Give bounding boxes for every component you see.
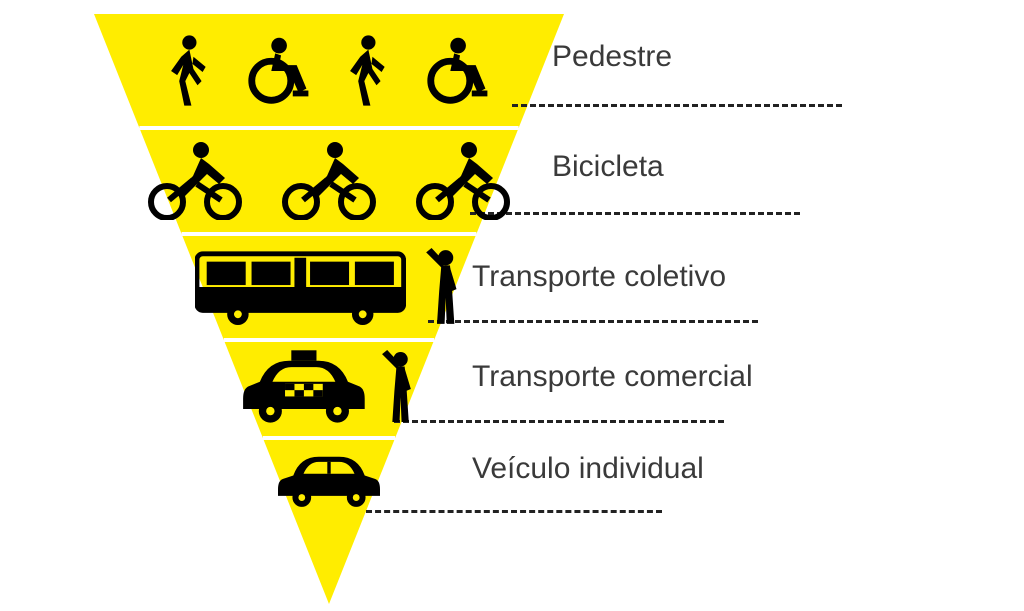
level-dash bbox=[428, 320, 758, 323]
level-dash bbox=[394, 420, 724, 423]
level-icons bbox=[200, 248, 458, 326]
level-dash bbox=[512, 104, 842, 107]
level-icons bbox=[280, 448, 378, 508]
walker-icon bbox=[167, 34, 208, 108]
wheelchair-icon bbox=[421, 34, 491, 108]
level-label: Transporte coletivo bbox=[472, 260, 726, 294]
cyclist-icon bbox=[279, 140, 379, 220]
level-icons bbox=[176, 140, 482, 220]
cyclist-icon bbox=[413, 140, 513, 220]
hailer-icon bbox=[424, 248, 463, 326]
level-dash bbox=[366, 510, 662, 513]
level-label: Pedestre bbox=[552, 40, 672, 74]
cyclist-icon bbox=[145, 140, 245, 220]
hailer-icon bbox=[380, 350, 417, 424]
level-dash bbox=[470, 212, 800, 215]
level-label: Bicicleta bbox=[552, 150, 664, 184]
level-label: Veículo individual bbox=[472, 452, 704, 486]
mobility-pyramid: Pedestre Bicicleta bbox=[0, 0, 1024, 611]
bus-icon bbox=[195, 248, 406, 326]
walker-icon bbox=[346, 34, 387, 108]
taxi-icon bbox=[241, 350, 367, 424]
level-label: Transporte comercial bbox=[472, 360, 753, 394]
wheelchair-icon bbox=[242, 34, 312, 108]
car-icon bbox=[278, 448, 380, 508]
level-icons bbox=[240, 350, 418, 424]
level-icons bbox=[152, 34, 506, 108]
